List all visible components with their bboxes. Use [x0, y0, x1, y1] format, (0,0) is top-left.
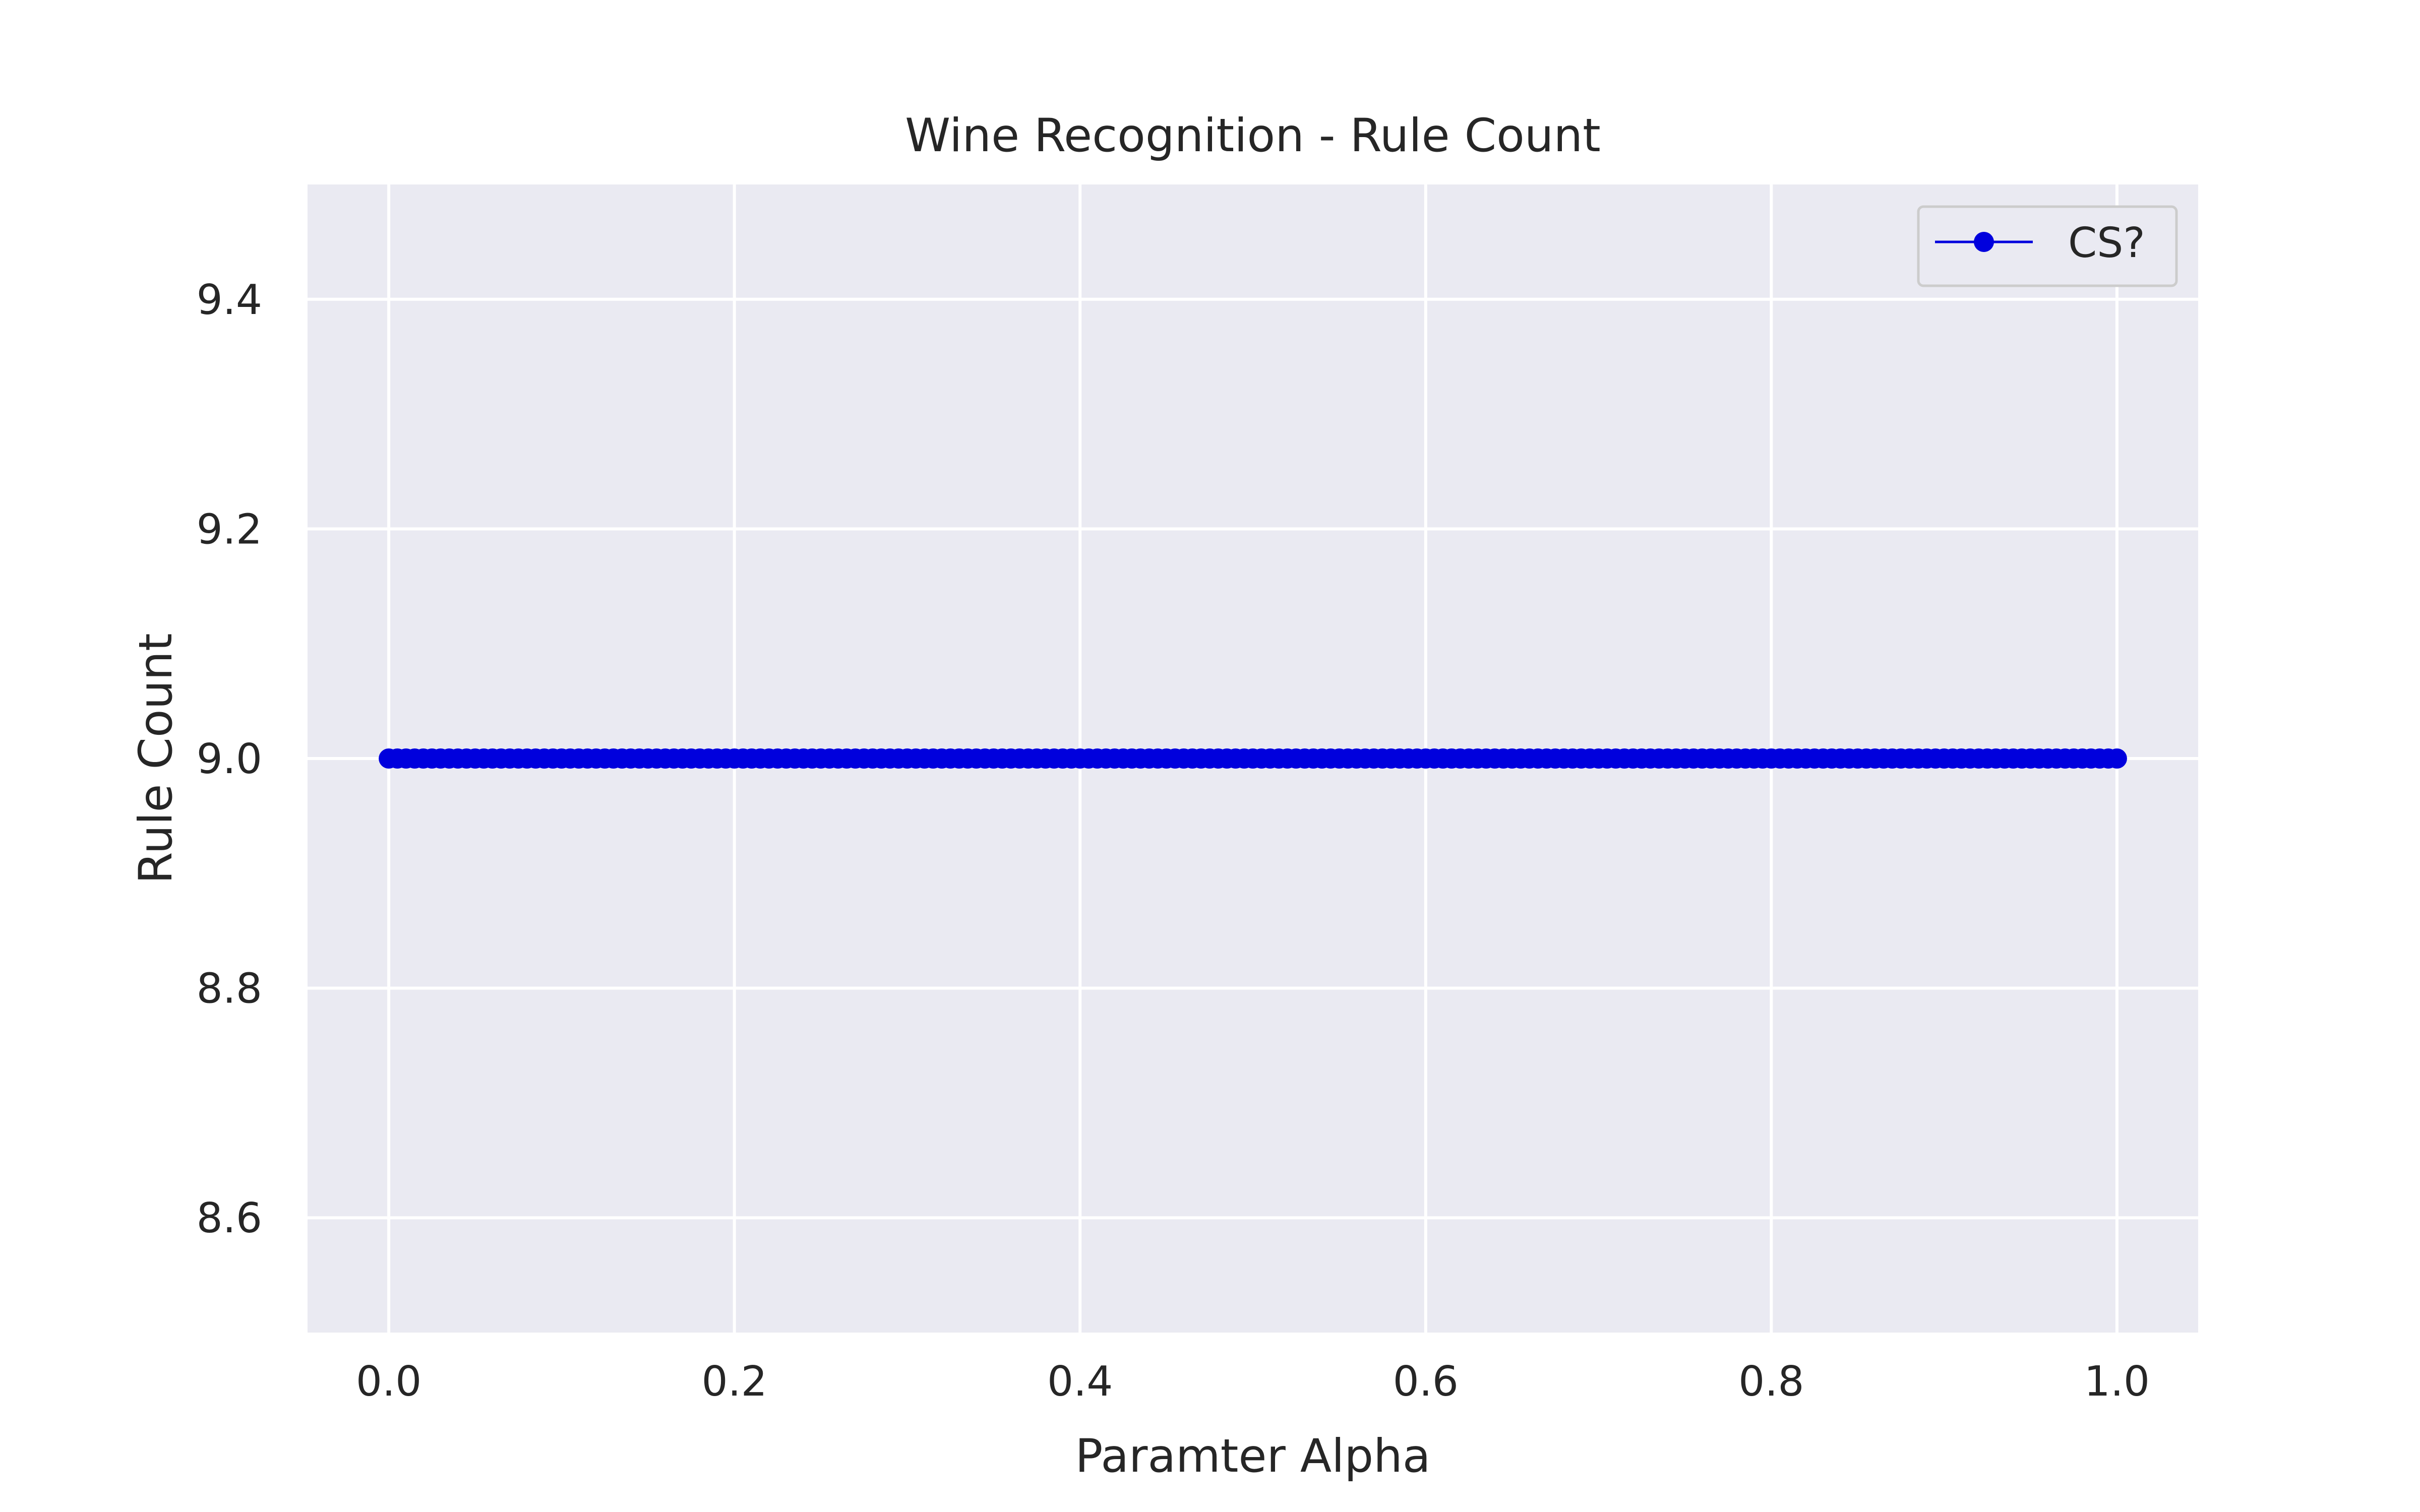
y-axis-label: Rule Count	[130, 633, 183, 884]
y-tick-labels: 8.6 8.8 9.0 9.2 9.4	[197, 276, 262, 1242]
y-tick-label-3: 9.2	[197, 506, 262, 553]
y-tick-label-0: 8.6	[197, 1194, 262, 1242]
chart-title: Wine Recognition - Rule Count	[905, 109, 1601, 162]
series-layer	[379, 748, 2127, 769]
y-tick-label-2: 9.0	[197, 735, 262, 783]
x-tick-labels: 0.0 0.2 0.4 0.6 0.8 1.0	[356, 1358, 2150, 1406]
legend-box	[1917, 205, 2178, 287]
series-markers-0	[379, 748, 2127, 769]
x-tick-label-3: 0.6	[1393, 1358, 1459, 1406]
legend-marker-swatch	[1974, 232, 1994, 252]
y-tick-label-4: 9.4	[197, 276, 262, 324]
y-tick-label-1: 8.8	[197, 965, 262, 1013]
x-tick-label-1: 0.2	[701, 1358, 767, 1406]
legend-label-cs: CS?	[2068, 219, 2145, 267]
x-tick-label-5: 1.0	[2084, 1358, 2150, 1406]
x-tick-label-2: 0.4	[1047, 1358, 1113, 1406]
legend: CS?	[1917, 205, 2178, 287]
x-tick-label-0: 0.0	[356, 1358, 421, 1406]
data-point	[2106, 748, 2127, 769]
x-tick-label-4: 0.8	[1738, 1358, 1804, 1406]
x-axis-label: Paramter Alpha	[1075, 1430, 1430, 1483]
